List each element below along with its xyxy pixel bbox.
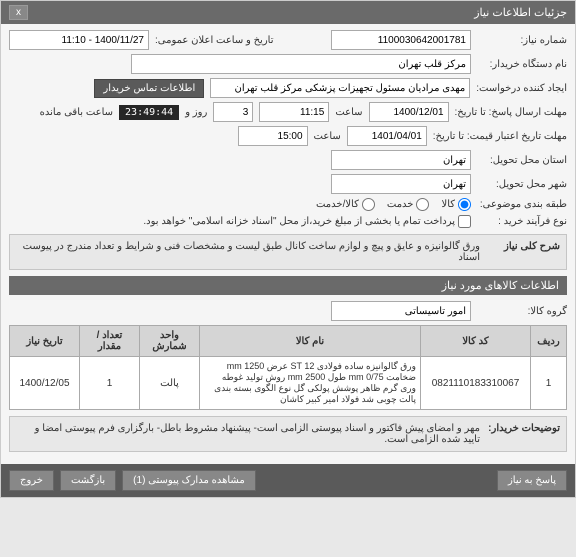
- time-label-2: ساعت: [314, 131, 341, 142]
- class-radio-group: کالا خدمت کالا/خدمت: [316, 198, 471, 211]
- class-label: طبقه بندی موضوعی:: [477, 199, 567, 210]
- buyer-notes-label: توضیحات خریدار:: [480, 423, 560, 445]
- desc-text: ورق گالوانیزه و عایق و پیچ و لوازم ساخت …: [16, 241, 480, 263]
- back-button[interactable]: بازگشت: [60, 470, 116, 491]
- cell-unit: پالت: [140, 357, 200, 410]
- col-name: نام کالا: [200, 326, 421, 357]
- items-header: اطلاعات کالاهای مورد نیاز: [9, 276, 567, 295]
- need-no-field[interactable]: [331, 30, 471, 50]
- time-label-1: ساعت: [335, 107, 362, 118]
- validity-date-field[interactable]: [347, 126, 427, 146]
- radio-service[interactable]: خدمت: [387, 198, 430, 211]
- pay-checkbox-input[interactable]: [458, 215, 471, 228]
- cell-qty: 1: [80, 357, 140, 410]
- col-date: تاریخ نیاز: [10, 326, 80, 357]
- buyer-notes-block: توضیحات خریدار: مهر و امضای پیش فاکتور و…: [9, 416, 567, 452]
- validity-time-field[interactable]: [238, 126, 308, 146]
- cell-date: 1400/12/05: [10, 357, 80, 410]
- group-label: گروه کالا:: [477, 306, 567, 317]
- pub-date-field[interactable]: [9, 30, 149, 50]
- radio-both[interactable]: کالا/خدمت: [316, 198, 375, 211]
- close-button[interactable]: x: [9, 5, 28, 20]
- pay-checkbox[interactable]: پرداخت تمام یا بخشی از مبلغ خرید،از محل …: [143, 215, 471, 228]
- radio-kala-input[interactable]: [458, 198, 471, 211]
- requester-label: ایجاد کننده درخواست:: [476, 83, 567, 94]
- need-description-block: شرح کلی نیاز ورق گالوانیزه و عایق و پیچ …: [9, 234, 567, 270]
- days-field[interactable]: [213, 102, 253, 122]
- footer-bar: پاسخ به نیاز مشاهده مدارک پیوستی (1) باز…: [1, 464, 575, 497]
- requester-field[interactable]: [210, 78, 470, 98]
- cell-name: ورق گالوانیزه ساده فولادی ST 12 عرض 1250…: [200, 357, 421, 410]
- form-body: شماره نیاز: تاریخ و ساعت اعلان عمومی: نا…: [1, 24, 575, 464]
- location-label: استان محل تحویل:: [477, 155, 567, 166]
- need-response-button[interactable]: پاسخ به نیاز: [497, 470, 567, 491]
- deadline-time-field[interactable]: [259, 102, 329, 122]
- radio-both-input[interactable]: [362, 198, 375, 211]
- cell-row: 1: [531, 357, 567, 410]
- exit-button[interactable]: خروج: [9, 470, 54, 491]
- radio-kala[interactable]: کالا: [441, 198, 471, 211]
- cell-code: 0821110183310067: [421, 357, 531, 410]
- panel-header: جزئیات اطلاعات نیاز x: [1, 1, 575, 24]
- city-label: شهر محل تحویل:: [477, 179, 567, 190]
- radio-service-input[interactable]: [416, 198, 429, 211]
- deadline-label: مهلت ارسال پاسخ: تا تاریخ:: [455, 107, 567, 118]
- panel-title: جزئیات اطلاعات نیاز: [474, 6, 567, 19]
- days-label: روز و: [185, 107, 207, 118]
- attachments-button[interactable]: مشاهده مدارک پیوستی (1): [122, 470, 256, 491]
- buyer-field[interactable]: [131, 54, 471, 74]
- type-label: نوع فرآیند خرید :: [477, 216, 567, 227]
- table-header-row: ردیف کد کالا نام کالا واحد شمارش تعداد /…: [10, 326, 567, 357]
- buyer-label: نام دستگاه خریدار:: [477, 59, 567, 70]
- items-table: ردیف کد کالا نام کالا واحد شمارش تعداد /…: [9, 325, 567, 410]
- pub-date-label: تاریخ و ساعت اعلان عمومی:: [155, 35, 274, 46]
- col-row: ردیف: [531, 326, 567, 357]
- countdown-timer: 23:49:44: [119, 105, 179, 120]
- deadline-date-field[interactable]: [369, 102, 449, 122]
- desc-label: شرح کلی نیاز: [480, 241, 560, 263]
- remain-label: ساعت باقی مانده: [40, 107, 113, 118]
- city-field[interactable]: [331, 174, 471, 194]
- table-row[interactable]: 1 0821110183310067 ورق گالوانیزه ساده فو…: [10, 357, 567, 410]
- group-field[interactable]: [331, 301, 471, 321]
- validity-label: مهلت تاریخ اعتبار قیمت: تا تاریخ:: [433, 131, 567, 142]
- col-code: کد کالا: [421, 326, 531, 357]
- col-unit: واحد شمارش: [140, 326, 200, 357]
- location-field[interactable]: [331, 150, 471, 170]
- buyer-notes-text: مهر و امضای پیش فاکتور و اسناد پیوستی ال…: [16, 423, 480, 445]
- contact-buyer-button[interactable]: اطلاعات تماس خریدار: [94, 79, 204, 98]
- col-qty: تعداد / مقدار: [80, 326, 140, 357]
- need-no-label: شماره نیاز:: [477, 35, 567, 46]
- details-panel: جزئیات اطلاعات نیاز x شماره نیاز: تاریخ …: [0, 0, 576, 498]
